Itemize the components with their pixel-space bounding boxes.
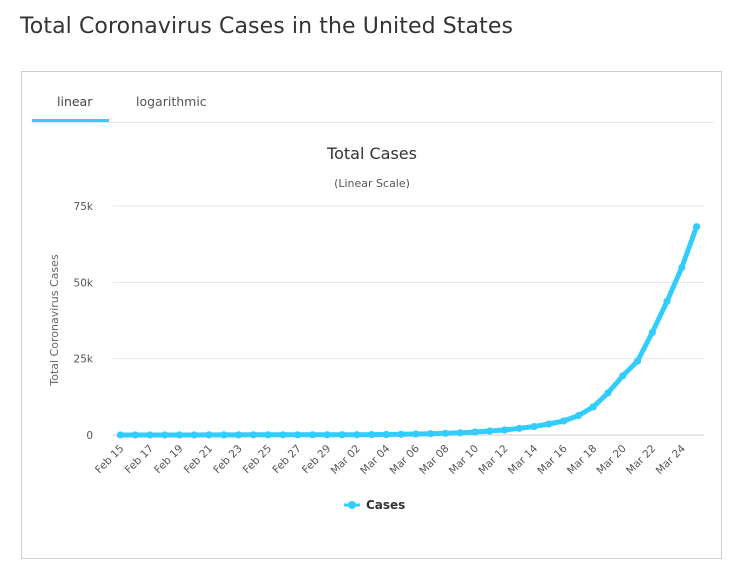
- scale-tabs: linear logarithmic: [32, 84, 714, 123]
- cases-chart: Total Cases (Linear Scale) Total Coronav…: [48, 144, 704, 512]
- data-point[interactable]: [323, 431, 331, 439]
- data-point[interactable]: [648, 328, 656, 337]
- x-tick-label: Mar 10: [447, 443, 481, 477]
- data-point[interactable]: [560, 417, 568, 425]
- x-tick-label: Mar 18: [565, 443, 599, 477]
- data-point[interactable]: [486, 427, 494, 435]
- data-point[interactable]: [693, 223, 701, 231]
- y-tick-label: 25k: [74, 354, 94, 366]
- data-point[interactable]: [353, 431, 361, 439]
- legend[interactable]: Cases: [344, 498, 405, 512]
- data-point[interactable]: [367, 431, 376, 439]
- data-point[interactable]: [146, 431, 154, 439]
- data-point[interactable]: [574, 412, 583, 420]
- legend-swatch-marker: [348, 501, 356, 509]
- legend-label: Cases: [366, 498, 405, 512]
- data-point[interactable]: [589, 403, 597, 411]
- y-tick-label: 0: [86, 430, 93, 442]
- data-point[interactable]: [412, 430, 420, 438]
- x-tick-label: Feb 17: [123, 443, 156, 476]
- tab-linear[interactable]: linear: [57, 94, 93, 109]
- x-tick-label: Feb 23: [211, 443, 244, 476]
- data-point[interactable]: [471, 428, 479, 436]
- data-point[interactable]: [175, 431, 184, 439]
- data-point[interactable]: [338, 431, 346, 439]
- data-point[interactable]: [515, 424, 523, 432]
- x-tick-label: Feb 25: [241, 443, 274, 476]
- x-tick-label: Feb 19: [152, 443, 185, 476]
- data-point[interactable]: [279, 431, 287, 439]
- data-point[interactable]: [678, 263, 686, 272]
- data-point[interactable]: [604, 389, 612, 397]
- data-point[interactable]: [441, 429, 450, 437]
- data-point[interactable]: [220, 431, 228, 439]
- x-tick-label: Mar 24: [654, 442, 689, 477]
- data-point[interactable]: [249, 431, 257, 439]
- data-point[interactable]: [190, 431, 198, 439]
- x-tick-label: Mar 16: [535, 442, 570, 477]
- data-point[interactable]: [116, 431, 124, 439]
- x-tick-label: Mar 22: [624, 443, 658, 477]
- data-point[interactable]: [456, 429, 464, 437]
- chart-title: Total Cases: [326, 144, 417, 163]
- data-point[interactable]: [545, 420, 553, 428]
- data-point[interactable]: [294, 431, 302, 439]
- data-point[interactable]: [500, 426, 509, 434]
- data-point[interactable]: [633, 357, 642, 365]
- data-point[interactable]: [427, 430, 435, 438]
- data-point[interactable]: [397, 430, 405, 438]
- x-tick-label: Mar 14: [506, 442, 541, 477]
- x-tick-label: Mar 04: [358, 442, 393, 477]
- data-point[interactable]: [264, 431, 272, 439]
- data-point[interactable]: [530, 422, 538, 431]
- x-tick-label: Feb 27: [270, 443, 303, 476]
- tab-logarithmic[interactable]: logarithmic: [136, 94, 207, 109]
- x-tick-label: Mar 06: [388, 442, 423, 477]
- data-point[interactable]: [205, 431, 213, 439]
- data-point[interactable]: [619, 372, 627, 380]
- x-tick-label: Mar 08: [417, 443, 451, 477]
- y-axis-title: Total Coronavirus Cases: [48, 254, 61, 387]
- x-tick-label: Mar 02: [329, 443, 363, 477]
- x-tick-label: Mar 12: [476, 443, 510, 477]
- data-point[interactable]: [234, 431, 243, 439]
- data-point[interactable]: [308, 431, 317, 439]
- x-tick-label: Feb 29: [300, 443, 333, 476]
- data-point[interactable]: [663, 297, 671, 305]
- data-point[interactable]: [131, 431, 139, 439]
- page-title: Total Coronavirus Cases in the United St…: [20, 14, 514, 39]
- y-tick-label: 75k: [74, 201, 94, 213]
- x-tick-label: Feb 15: [93, 443, 126, 476]
- x-tick-label: Mar 20: [595, 443, 629, 477]
- series-line-cases: [117, 224, 700, 438]
- chart-panel: linear logarithmic Total Cases (Linear S…: [21, 71, 722, 559]
- x-tick-label: Feb 21: [182, 443, 215, 476]
- active-tab-indicator: [32, 119, 109, 122]
- data-point[interactable]: [161, 431, 169, 439]
- data-point[interactable]: [382, 430, 390, 439]
- y-tick-label: 50k: [74, 277, 94, 289]
- chart-subtitle: (Linear Scale): [334, 177, 410, 190]
